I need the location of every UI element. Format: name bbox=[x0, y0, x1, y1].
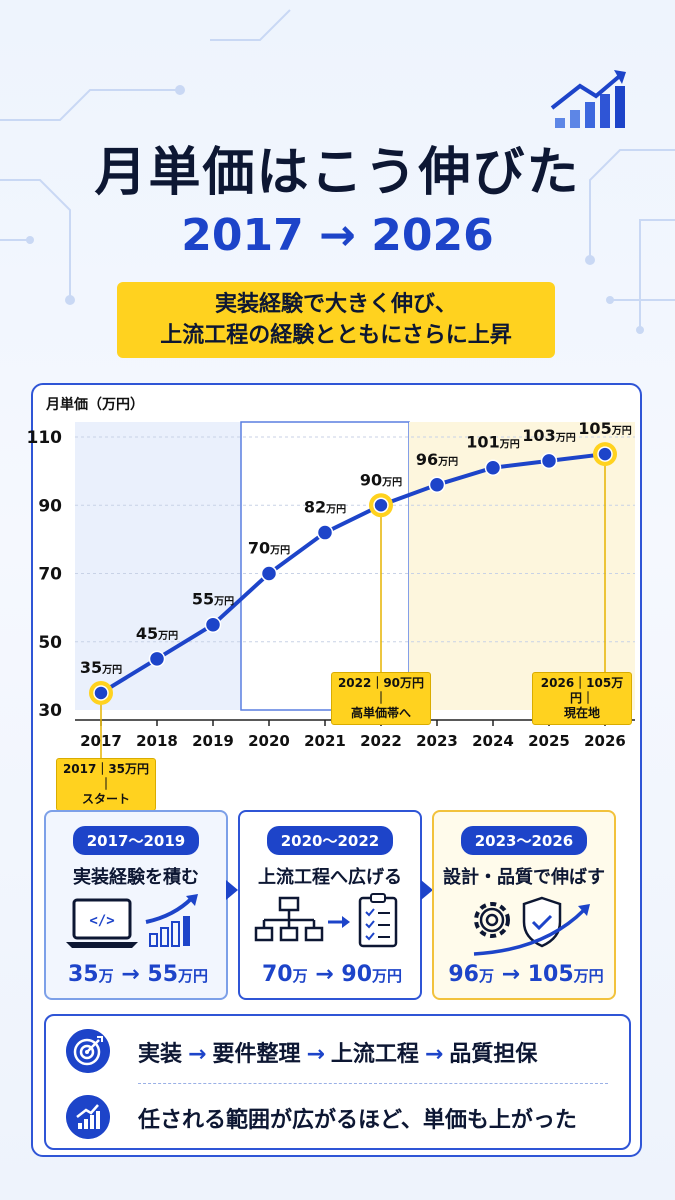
annotation-line-2: 高単価帯へ bbox=[336, 706, 426, 721]
y-tick-label: 70 bbox=[38, 565, 62, 585]
x-tick-label: 2026 bbox=[584, 732, 626, 750]
org-chart-icon bbox=[256, 898, 322, 940]
skill-flow: 実装 → 要件整理 → 上流工程 → 品質担保 bbox=[138, 1036, 537, 1068]
phase-range: 70万 → 90万円 bbox=[240, 962, 424, 987]
data-point bbox=[542, 453, 557, 468]
data-point bbox=[206, 617, 221, 632]
summary-box: 実装 → 要件整理 → 上流工程 → 品質担保 任される範囲が広がるほど、単価も上がった bbox=[44, 1014, 631, 1150]
annotation-line-1: 2022｜90万円｜ bbox=[336, 676, 426, 706]
annotation-callout: 2017｜35万円｜ スタート bbox=[56, 758, 156, 811]
laptop-code-icon: </> bbox=[66, 900, 138, 948]
bar-growth-icon bbox=[146, 894, 198, 946]
data-point bbox=[150, 651, 165, 666]
message-row: 任される範囲が広がるほど、単価も上がった bbox=[46, 1088, 633, 1148]
phase-title: 上流工程へ広げる bbox=[240, 863, 420, 889]
phase-period: 2023～2026 bbox=[461, 826, 588, 855]
flow-step: 品質担保 bbox=[449, 1042, 537, 1067]
flow-step: 要件整理 bbox=[212, 1042, 300, 1067]
growth-chart-icon bbox=[66, 1095, 110, 1139]
flow-step: 実装 bbox=[138, 1042, 182, 1067]
phase-period: 2017～2019 bbox=[73, 826, 200, 855]
target-icon bbox=[66, 1029, 110, 1073]
annotation-line-1: 2017｜35万円｜ bbox=[61, 762, 151, 792]
divider bbox=[138, 1083, 608, 1084]
data-point bbox=[598, 447, 612, 461]
svg-text:</>: </> bbox=[89, 913, 114, 929]
annotation-callout: 2026｜105万円｜ 現在地 bbox=[532, 672, 632, 725]
x-tick-label: 2021 bbox=[304, 732, 346, 750]
phase-range: 35万 → 55万円 bbox=[46, 962, 230, 987]
data-point bbox=[486, 460, 501, 475]
flow-row: 実装 → 要件整理 → 上流工程 → 品質担保 bbox=[46, 1022, 633, 1082]
summary-message: 任される範囲が広がるほど、単価も上がった bbox=[138, 1102, 577, 1134]
annotation-line-2: 現在地 bbox=[537, 706, 627, 721]
y-tick-label: 90 bbox=[38, 496, 62, 516]
phase-card-2: 2020～2022 上流工程へ広げる 70万 → 90万円 bbox=[238, 810, 422, 1000]
x-tick-label: 2018 bbox=[136, 732, 178, 750]
data-point bbox=[430, 477, 445, 492]
y-tick-label: 110 bbox=[27, 428, 63, 448]
phase-card-3: 2023～2026 設計・品質で伸ばす 96万 → 105万円 bbox=[432, 810, 616, 1000]
flow-step: 上流工程 bbox=[331, 1042, 419, 1067]
annotation-callout: 2022｜90万円｜ 高単価帯へ bbox=[331, 672, 431, 725]
data-label: 105万円 bbox=[578, 419, 631, 438]
phase-period: 2020～2022 bbox=[267, 826, 394, 855]
x-tick-label: 2023 bbox=[416, 732, 458, 750]
y-tick-label: 50 bbox=[38, 633, 62, 653]
x-tick-label: 2019 bbox=[192, 732, 234, 750]
x-tick-label: 2022 bbox=[360, 732, 402, 750]
phase-title: 実装経験を積む bbox=[46, 863, 226, 889]
checklist-icon bbox=[360, 894, 396, 946]
y-axis-label: 月単価（万円） bbox=[45, 396, 144, 413]
annotation-line-1: 2026｜105万円｜ bbox=[537, 676, 627, 706]
phase-range: 96万 → 105万円 bbox=[434, 962, 618, 987]
x-tick-label: 2025 bbox=[528, 732, 570, 750]
x-tick-label: 2020 bbox=[248, 732, 290, 750]
data-point bbox=[94, 686, 108, 700]
phase-title: 設計・品質で伸ばす bbox=[434, 863, 614, 889]
phase-arrow-1 bbox=[226, 880, 238, 900]
data-point bbox=[262, 566, 277, 581]
x-tick-label: 2017 bbox=[80, 732, 122, 750]
x-tick-label: 2024 bbox=[472, 732, 514, 750]
data-point bbox=[318, 525, 333, 540]
phase-card-1: 2017～2019 実装経験を積む </> 35万 → 55万円 bbox=[44, 810, 228, 1000]
gear-icon bbox=[476, 904, 508, 936]
y-tick-label: 30 bbox=[38, 701, 62, 721]
arrow-icon bbox=[328, 916, 350, 928]
annotation-line-2: スタート bbox=[61, 792, 151, 807]
data-point bbox=[374, 498, 388, 512]
